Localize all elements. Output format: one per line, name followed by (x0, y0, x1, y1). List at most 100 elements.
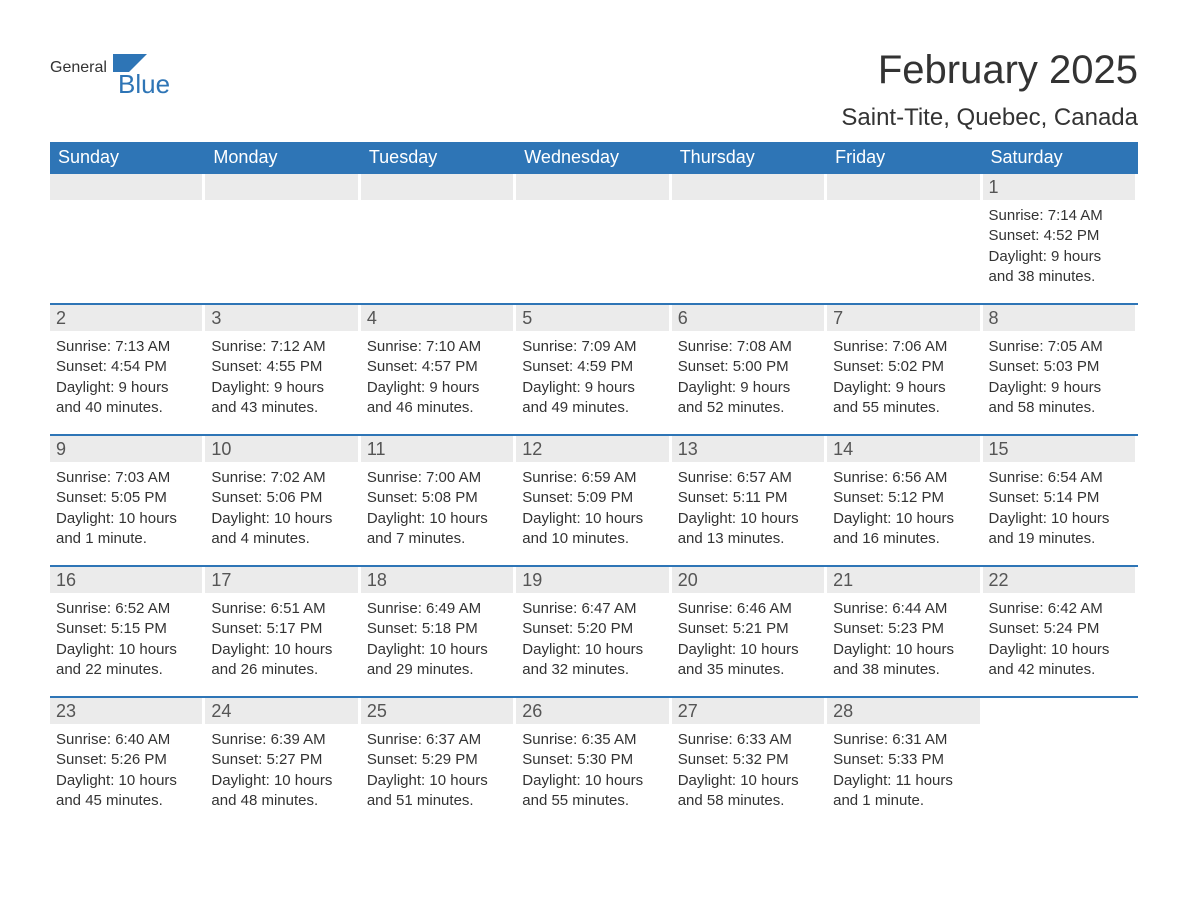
sunrise-text: Sunrise: 6:31 AM (833, 730, 977, 750)
day-cell: 24Sunrise: 6:39 AMSunset: 5:27 PMDayligh… (205, 698, 360, 813)
sunset-text: Sunset: 5:21 PM (678, 619, 822, 639)
day-details: Sunrise: 6:49 AMSunset: 5:18 PMDaylight:… (361, 593, 513, 682)
day1-text: Daylight: 10 hours (522, 771, 666, 791)
day-details: Sunrise: 6:52 AMSunset: 5:15 PMDaylight:… (50, 593, 202, 682)
day-cell: 9Sunrise: 7:03 AMSunset: 5:05 PMDaylight… (50, 436, 205, 551)
day2-text: and 38 minutes. (833, 660, 977, 680)
week-row: 1Sunrise: 7:14 AMSunset: 4:52 PMDaylight… (50, 174, 1138, 289)
sunrise-text: Sunrise: 6:52 AM (56, 599, 200, 619)
day-details: Sunrise: 7:13 AMSunset: 4:54 PMDaylight:… (50, 331, 202, 420)
day1-text: Daylight: 10 hours (522, 640, 666, 660)
sunset-text: Sunset: 5:06 PM (211, 488, 355, 508)
day-details: Sunrise: 6:31 AMSunset: 5:33 PMDaylight:… (827, 724, 979, 813)
day2-text: and 38 minutes. (989, 267, 1133, 287)
sunset-text: Sunset: 4:52 PM (989, 226, 1133, 246)
sunrise-text: Sunrise: 6:37 AM (367, 730, 511, 750)
sunrise-text: Sunrise: 6:57 AM (678, 468, 822, 488)
day-number: 18 (361, 567, 513, 593)
day2-text: and 51 minutes. (367, 791, 511, 811)
month-title: February 2025 (841, 50, 1138, 90)
day1-text: Daylight: 9 hours (989, 247, 1133, 267)
day2-text: and 58 minutes. (989, 398, 1133, 418)
day-number: 28 (827, 698, 979, 724)
day-number: 23 (50, 698, 202, 724)
day-details: Sunrise: 7:02 AMSunset: 5:06 PMDaylight:… (205, 462, 357, 551)
day-details: Sunrise: 6:33 AMSunset: 5:32 PMDaylight:… (672, 724, 824, 813)
day-cell: 28Sunrise: 6:31 AMSunset: 5:33 PMDayligh… (827, 698, 982, 813)
day-cell: 23Sunrise: 6:40 AMSunset: 5:26 PMDayligh… (50, 698, 205, 813)
empty-day-cell (827, 174, 982, 289)
sunrise-text: Sunrise: 7:02 AM (211, 468, 355, 488)
sunset-text: Sunset: 5:03 PM (989, 357, 1133, 377)
calendar-grid: SundayMondayTuesdayWednesdayThursdayFrid… (50, 142, 1138, 813)
day-cell: 22Sunrise: 6:42 AMSunset: 5:24 PMDayligh… (983, 567, 1138, 682)
day1-text: Daylight: 10 hours (56, 509, 200, 529)
sunrise-text: Sunrise: 7:05 AM (989, 337, 1133, 357)
sunset-text: Sunset: 5:27 PM (211, 750, 355, 770)
empty-day-cell (983, 698, 1138, 813)
day-number (516, 174, 668, 200)
day-details: Sunrise: 7:08 AMSunset: 5:00 PMDaylight:… (672, 331, 824, 420)
sunrise-text: Sunrise: 7:03 AM (56, 468, 200, 488)
day1-text: Daylight: 10 hours (678, 509, 822, 529)
day-number: 11 (361, 436, 513, 462)
day2-text: and 52 minutes. (678, 398, 822, 418)
day-number: 7 (827, 305, 979, 331)
sunset-text: Sunset: 5:29 PM (367, 750, 511, 770)
day1-text: Daylight: 10 hours (367, 640, 511, 660)
day-details: Sunrise: 6:54 AMSunset: 5:14 PMDaylight:… (983, 462, 1135, 551)
day-cell: 13Sunrise: 6:57 AMSunset: 5:11 PMDayligh… (672, 436, 827, 551)
day-cell: 4Sunrise: 7:10 AMSunset: 4:57 PMDaylight… (361, 305, 516, 420)
sunrise-text: Sunrise: 6:39 AM (211, 730, 355, 750)
day-cell: 7Sunrise: 7:06 AMSunset: 5:02 PMDaylight… (827, 305, 982, 420)
day2-text: and 26 minutes. (211, 660, 355, 680)
day-details: Sunrise: 7:09 AMSunset: 4:59 PMDaylight:… (516, 331, 668, 420)
day1-text: Daylight: 10 hours (678, 771, 822, 791)
sunrise-text: Sunrise: 6:47 AM (522, 599, 666, 619)
day-details: Sunrise: 7:00 AMSunset: 5:08 PMDaylight:… (361, 462, 513, 551)
sunset-text: Sunset: 5:09 PM (522, 488, 666, 508)
week-row: 23Sunrise: 6:40 AMSunset: 5:26 PMDayligh… (50, 696, 1138, 813)
day1-text: Daylight: 10 hours (522, 509, 666, 529)
sunset-text: Sunset: 5:08 PM (367, 488, 511, 508)
day-number: 24 (205, 698, 357, 724)
day-cell: 15Sunrise: 6:54 AMSunset: 5:14 PMDayligh… (983, 436, 1138, 551)
day2-text: and 45 minutes. (56, 791, 200, 811)
sunrise-text: Sunrise: 7:00 AM (367, 468, 511, 488)
day-number: 1 (983, 174, 1135, 200)
day2-text: and 22 minutes. (56, 660, 200, 680)
day-details: Sunrise: 7:06 AMSunset: 5:02 PMDaylight:… (827, 331, 979, 420)
day1-text: Daylight: 10 hours (56, 771, 200, 791)
sunrise-text: Sunrise: 6:56 AM (833, 468, 977, 488)
day-cell: 6Sunrise: 7:08 AMSunset: 5:00 PMDaylight… (672, 305, 827, 420)
week-row: 16Sunrise: 6:52 AMSunset: 5:15 PMDayligh… (50, 565, 1138, 682)
day-number: 21 (827, 567, 979, 593)
day1-text: Daylight: 10 hours (678, 640, 822, 660)
sunrise-text: Sunrise: 7:12 AM (211, 337, 355, 357)
location-subtitle: Saint-Tite, Quebec, Canada (841, 104, 1138, 132)
day-cell: 3Sunrise: 7:12 AMSunset: 4:55 PMDaylight… (205, 305, 360, 420)
sunrise-text: Sunrise: 7:06 AM (833, 337, 977, 357)
sunset-text: Sunset: 4:54 PM (56, 357, 200, 377)
dow-cell: Friday (827, 142, 982, 174)
sunrise-text: Sunrise: 6:49 AM (367, 599, 511, 619)
sunset-text: Sunset: 5:18 PM (367, 619, 511, 639)
dow-cell: Saturday (983, 142, 1138, 174)
day-number: 14 (827, 436, 979, 462)
empty-day-cell (516, 174, 671, 289)
day-cell: 16Sunrise: 6:52 AMSunset: 5:15 PMDayligh… (50, 567, 205, 682)
day-cell: 5Sunrise: 7:09 AMSunset: 4:59 PMDaylight… (516, 305, 671, 420)
dow-cell: Wednesday (516, 142, 671, 174)
day-number: 12 (516, 436, 668, 462)
day-details: Sunrise: 6:37 AMSunset: 5:29 PMDaylight:… (361, 724, 513, 813)
sunrise-text: Sunrise: 7:10 AM (367, 337, 511, 357)
sunset-text: Sunset: 5:15 PM (56, 619, 200, 639)
sunrise-text: Sunrise: 6:33 AM (678, 730, 822, 750)
sunset-text: Sunset: 5:23 PM (833, 619, 977, 639)
sunset-text: Sunset: 5:00 PM (678, 357, 822, 377)
brand-line2: Blue (50, 73, 170, 96)
day1-text: Daylight: 9 hours (211, 378, 355, 398)
day2-text: and 10 minutes. (522, 529, 666, 549)
sunrise-text: Sunrise: 7:13 AM (56, 337, 200, 357)
day2-text: and 58 minutes. (678, 791, 822, 811)
